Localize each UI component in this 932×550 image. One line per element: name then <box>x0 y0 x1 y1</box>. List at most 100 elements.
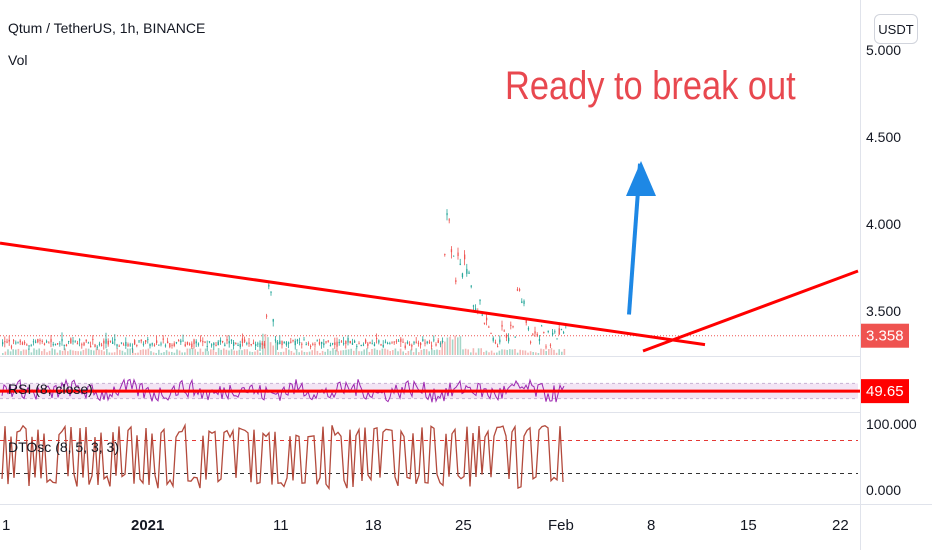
price-tick-label: 4.500 <box>866 129 901 145</box>
volume-bar <box>516 352 519 355</box>
volume-bar <box>337 351 339 355</box>
candle-body <box>558 328 560 335</box>
candle-body <box>68 340 70 342</box>
candle-body <box>492 337 494 341</box>
price-pane[interactable] <box>0 209 860 355</box>
volume-bar <box>165 350 168 355</box>
candle-body <box>180 340 182 343</box>
volume-bar <box>483 352 485 355</box>
volume-bar <box>197 351 199 355</box>
volume-bar <box>532 351 534 355</box>
volume-bar <box>506 349 508 355</box>
candle-body <box>316 340 318 342</box>
volume-bar <box>59 350 61 355</box>
candle-body <box>444 254 446 256</box>
volume-bar <box>191 348 194 355</box>
volume-bar <box>501 349 503 355</box>
volume-bar <box>212 349 215 355</box>
time-tick-label: 18 <box>365 517 382 534</box>
candle-body <box>417 342 420 344</box>
chart-annotation[interactable]: Ready to break out <box>505 64 796 108</box>
candle-body <box>204 341 206 343</box>
candle-body <box>127 344 129 346</box>
candle-body <box>395 340 398 342</box>
volume-bar <box>553 349 555 355</box>
volume-bar <box>51 348 53 355</box>
volume-bar <box>420 349 423 355</box>
candle-body <box>336 341 338 347</box>
candle-body <box>277 342 279 345</box>
volume-bar <box>67 351 69 355</box>
candle-body <box>6 341 8 343</box>
volume-bar <box>132 349 134 355</box>
candle-body <box>274 339 277 341</box>
candle-body <box>420 342 422 346</box>
volume-bar <box>17 348 20 355</box>
volume-bar <box>184 352 186 355</box>
volume-bar <box>90 349 92 355</box>
candle-body <box>4 341 6 343</box>
candle-body <box>532 334 534 336</box>
candle-body <box>404 345 406 348</box>
rsi-pane[interactable]: RSI (8, close) <box>0 378 860 403</box>
candle-body <box>442 340 444 342</box>
candle-body <box>263 343 266 346</box>
candle-body <box>514 336 516 338</box>
candle-body <box>560 328 563 331</box>
candle-body <box>114 338 116 341</box>
volume-bar <box>423 348 425 355</box>
candle-body <box>164 345 167 347</box>
volume-bar <box>418 352 420 355</box>
candle-body <box>294 340 296 346</box>
currency-button[interactable]: USDT <box>874 14 918 44</box>
last-price-badge <box>861 323 909 348</box>
candle-body <box>15 342 17 344</box>
candle-body <box>162 338 164 340</box>
volume-bar <box>493 352 495 355</box>
candle-body <box>424 342 426 344</box>
volume-bar <box>95 348 98 355</box>
candle-body <box>136 344 138 346</box>
volume-bar <box>61 350 64 355</box>
dtosc-pane[interactable]: DTOsc (8, 5, 3, 3) <box>0 422 858 491</box>
volume-bar <box>22 349 25 355</box>
volume-bar <box>158 349 160 355</box>
candle-body <box>268 284 270 287</box>
volume-bar <box>72 350 74 355</box>
candle-body <box>193 339 195 345</box>
volume-bar <box>129 348 131 355</box>
candle-body <box>332 343 334 345</box>
volume-bar <box>277 352 280 355</box>
candle-body <box>32 341 35 343</box>
candle-body <box>435 344 437 346</box>
volume-bar <box>272 345 274 355</box>
volume-bar <box>35 349 38 355</box>
volume-bar <box>106 349 108 355</box>
candle-body <box>334 342 336 345</box>
candle-body <box>323 343 325 346</box>
volume-bar <box>451 339 454 355</box>
candle-body <box>387 342 389 344</box>
volume-bar <box>186 348 189 355</box>
volume-bar <box>160 352 163 355</box>
volume-bar <box>4 351 7 355</box>
candle-body <box>81 344 83 346</box>
candle-body <box>486 317 488 321</box>
drawings[interactable] <box>0 161 859 353</box>
candle-body <box>140 339 142 342</box>
volume-bar <box>204 348 207 355</box>
volume-bar <box>256 349 259 355</box>
volume-bar <box>321 350 324 355</box>
candle-body <box>347 337 349 343</box>
candle-body <box>479 299 481 302</box>
candle-body <box>156 340 158 343</box>
candle-body <box>545 346 547 348</box>
candle-body <box>483 322 486 324</box>
volume-bar <box>561 351 563 355</box>
candle-body <box>310 346 312 348</box>
candle-body <box>290 341 292 343</box>
volume-bar <box>282 351 285 355</box>
candle-body <box>46 341 48 343</box>
candle-body <box>160 343 162 345</box>
